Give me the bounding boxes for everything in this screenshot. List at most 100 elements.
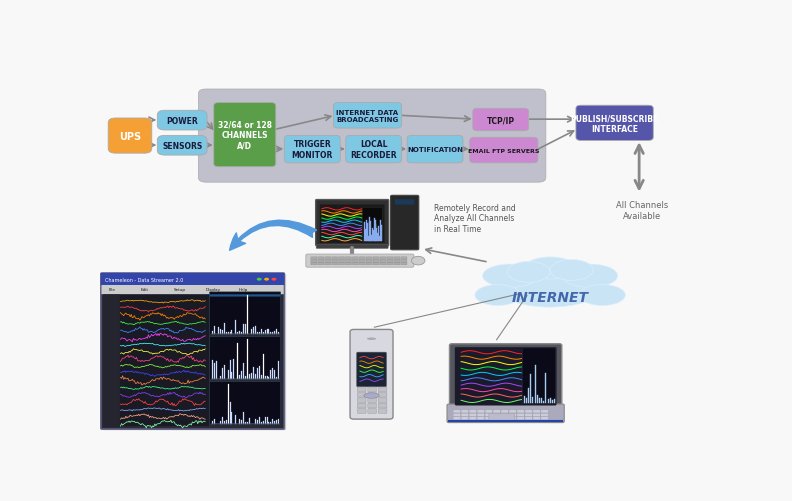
FancyBboxPatch shape	[318, 260, 324, 263]
FancyBboxPatch shape	[367, 409, 376, 413]
Ellipse shape	[482, 265, 538, 288]
Ellipse shape	[364, 393, 379, 398]
FancyBboxPatch shape	[325, 257, 331, 260]
FancyArrowPatch shape	[230, 221, 317, 251]
Text: All Channels
Available: All Channels Available	[616, 201, 668, 220]
FancyBboxPatch shape	[101, 274, 284, 429]
Text: TRIGGER
MONITOR: TRIGGER MONITOR	[291, 140, 333, 159]
FancyBboxPatch shape	[310, 263, 317, 266]
FancyBboxPatch shape	[401, 257, 407, 260]
FancyBboxPatch shape	[379, 393, 386, 397]
Ellipse shape	[475, 285, 521, 306]
FancyBboxPatch shape	[346, 136, 402, 163]
FancyBboxPatch shape	[501, 413, 508, 416]
FancyBboxPatch shape	[525, 410, 532, 413]
FancyBboxPatch shape	[469, 413, 477, 416]
FancyBboxPatch shape	[333, 103, 402, 129]
FancyBboxPatch shape	[509, 413, 516, 416]
FancyBboxPatch shape	[373, 257, 379, 260]
Text: LOCAL
RECORDER: LOCAL RECORDER	[350, 140, 397, 159]
FancyBboxPatch shape	[158, 136, 207, 156]
Text: PUBLISH/SUBSCRIBE
INTERFACE: PUBLISH/SUBSCRIBE INTERFACE	[570, 114, 659, 133]
FancyBboxPatch shape	[318, 257, 324, 260]
Text: INTERNET DATA
BROADCASTING: INTERNET DATA BROADCASTING	[337, 110, 398, 123]
FancyBboxPatch shape	[367, 393, 376, 397]
FancyBboxPatch shape	[352, 257, 359, 260]
FancyBboxPatch shape	[469, 417, 477, 420]
Ellipse shape	[367, 338, 376, 340]
FancyBboxPatch shape	[517, 413, 524, 416]
Text: UPS: UPS	[119, 131, 141, 141]
FancyBboxPatch shape	[310, 257, 317, 260]
FancyBboxPatch shape	[306, 255, 414, 268]
FancyBboxPatch shape	[525, 413, 532, 416]
FancyBboxPatch shape	[469, 410, 477, 413]
FancyBboxPatch shape	[103, 295, 120, 427]
FancyBboxPatch shape	[103, 275, 286, 430]
FancyBboxPatch shape	[485, 417, 493, 420]
Text: Edit: Edit	[141, 287, 149, 291]
FancyBboxPatch shape	[325, 260, 331, 263]
FancyBboxPatch shape	[461, 410, 469, 413]
FancyBboxPatch shape	[380, 263, 386, 266]
FancyBboxPatch shape	[533, 410, 540, 413]
FancyBboxPatch shape	[352, 263, 359, 266]
FancyBboxPatch shape	[210, 382, 280, 424]
Text: POWER: POWER	[166, 116, 198, 125]
Text: 32/64 or 128
CHANNELS
A/D: 32/64 or 128 CHANNELS A/D	[218, 120, 272, 150]
FancyBboxPatch shape	[394, 257, 400, 260]
Ellipse shape	[333, 256, 371, 260]
FancyBboxPatch shape	[356, 353, 386, 387]
FancyBboxPatch shape	[493, 413, 501, 416]
FancyBboxPatch shape	[395, 200, 414, 205]
FancyBboxPatch shape	[101, 274, 284, 286]
FancyBboxPatch shape	[338, 260, 345, 263]
Ellipse shape	[562, 265, 618, 288]
FancyBboxPatch shape	[360, 263, 365, 266]
FancyBboxPatch shape	[450, 344, 562, 409]
FancyBboxPatch shape	[522, 348, 556, 404]
FancyBboxPatch shape	[379, 387, 386, 392]
FancyBboxPatch shape	[401, 260, 407, 263]
FancyBboxPatch shape	[367, 398, 376, 403]
Text: Chameleon - Data Streamer 2.0: Chameleon - Data Streamer 2.0	[105, 277, 184, 282]
FancyBboxPatch shape	[485, 413, 493, 416]
FancyBboxPatch shape	[357, 403, 366, 408]
Ellipse shape	[411, 257, 425, 266]
FancyBboxPatch shape	[541, 417, 548, 420]
FancyBboxPatch shape	[453, 413, 460, 416]
FancyBboxPatch shape	[485, 410, 493, 413]
FancyBboxPatch shape	[338, 263, 345, 266]
FancyBboxPatch shape	[470, 138, 538, 163]
FancyBboxPatch shape	[517, 410, 524, 413]
FancyBboxPatch shape	[214, 103, 276, 167]
Ellipse shape	[264, 278, 269, 281]
FancyBboxPatch shape	[360, 257, 365, 260]
FancyBboxPatch shape	[357, 393, 366, 397]
Text: Remotely Record and
Analyze All Channels
in Real Time: Remotely Record and Analyze All Channels…	[433, 203, 516, 233]
FancyBboxPatch shape	[373, 260, 379, 263]
FancyBboxPatch shape	[320, 205, 384, 243]
FancyBboxPatch shape	[367, 387, 376, 392]
FancyBboxPatch shape	[210, 292, 280, 335]
FancyBboxPatch shape	[357, 409, 366, 413]
FancyBboxPatch shape	[447, 404, 564, 423]
Text: File: File	[109, 287, 115, 291]
FancyBboxPatch shape	[453, 410, 460, 413]
FancyBboxPatch shape	[493, 417, 501, 420]
FancyBboxPatch shape	[493, 410, 501, 413]
FancyBboxPatch shape	[199, 90, 546, 183]
FancyBboxPatch shape	[387, 257, 393, 260]
FancyBboxPatch shape	[576, 106, 653, 141]
FancyBboxPatch shape	[366, 263, 372, 266]
FancyBboxPatch shape	[357, 398, 366, 403]
Ellipse shape	[257, 278, 261, 281]
FancyBboxPatch shape	[325, 263, 331, 266]
FancyBboxPatch shape	[533, 417, 540, 420]
FancyBboxPatch shape	[541, 410, 548, 413]
FancyBboxPatch shape	[380, 260, 386, 263]
FancyBboxPatch shape	[533, 413, 540, 416]
Ellipse shape	[579, 285, 626, 306]
FancyBboxPatch shape	[366, 260, 372, 263]
Text: INTERNET: INTERNET	[512, 291, 588, 304]
